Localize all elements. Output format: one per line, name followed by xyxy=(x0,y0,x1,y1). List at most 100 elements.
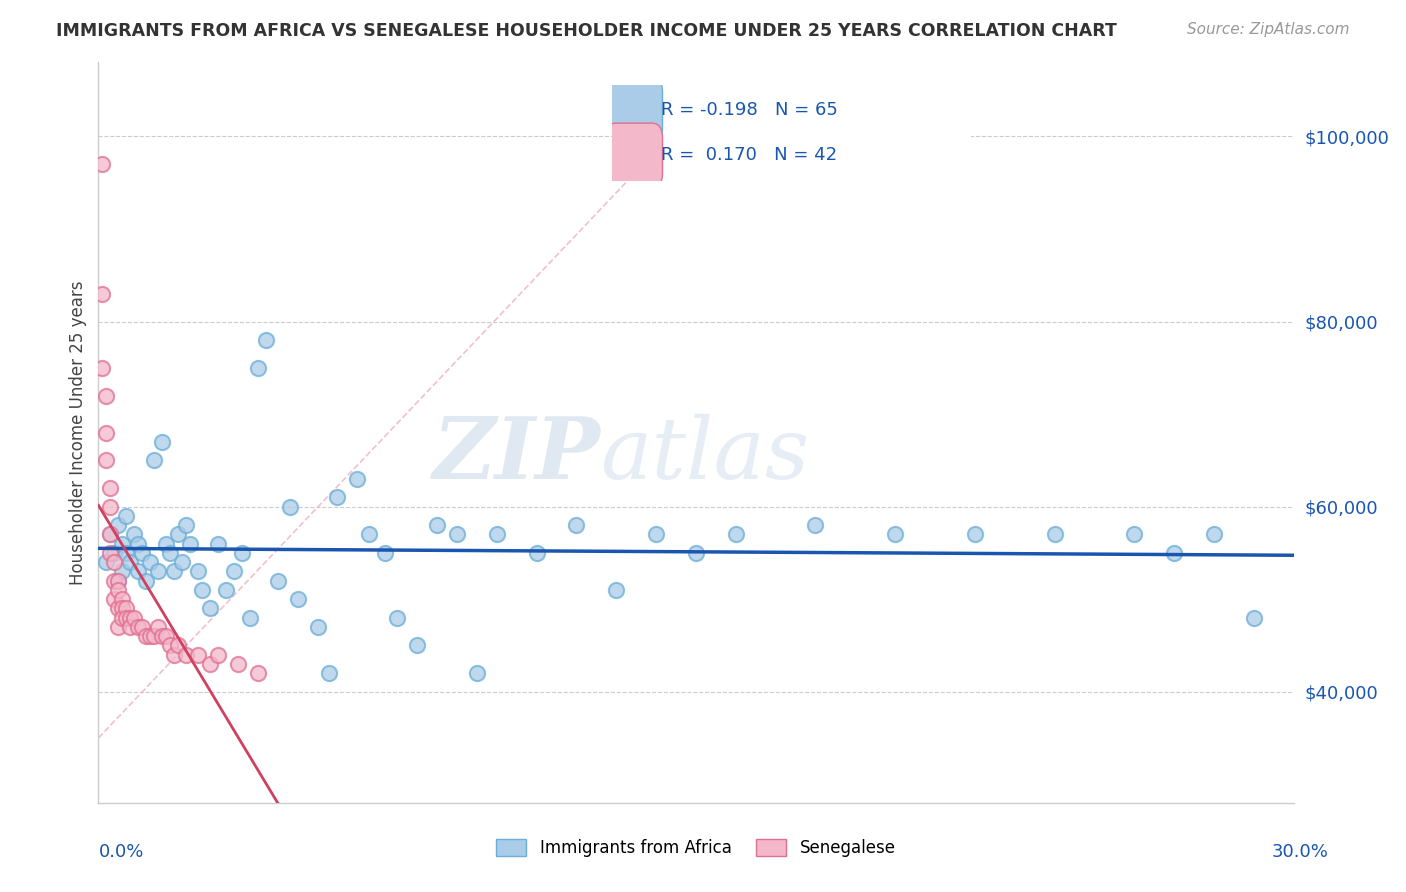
Point xyxy=(254,333,277,347)
Point xyxy=(155,629,177,643)
Point xyxy=(155,536,177,550)
Point xyxy=(120,555,142,569)
Point xyxy=(91,157,114,171)
Point xyxy=(172,555,194,569)
Point xyxy=(135,629,157,643)
Point xyxy=(159,639,181,653)
Point xyxy=(127,565,149,579)
Point xyxy=(222,565,245,579)
Point xyxy=(278,500,301,514)
Point xyxy=(107,620,129,634)
Y-axis label: Householder Income Under 25 years: Householder Income Under 25 years xyxy=(69,280,87,585)
Point xyxy=(246,666,269,681)
Point xyxy=(426,518,449,533)
Point xyxy=(174,518,197,533)
Point xyxy=(267,574,290,588)
Point xyxy=(159,546,181,560)
Point xyxy=(565,518,588,533)
Point xyxy=(359,527,381,541)
Point xyxy=(318,666,340,681)
Point xyxy=(150,434,173,449)
Point xyxy=(120,620,142,634)
Point xyxy=(1123,527,1146,541)
Point xyxy=(485,527,508,541)
Point xyxy=(103,546,125,560)
Point xyxy=(111,536,134,550)
Point xyxy=(231,546,253,560)
Point xyxy=(98,500,122,514)
Point xyxy=(963,527,986,541)
Point xyxy=(115,508,138,523)
Text: Source: ZipAtlas.com: Source: ZipAtlas.com xyxy=(1187,22,1350,37)
Point xyxy=(98,527,122,541)
Point xyxy=(346,472,368,486)
Point xyxy=(239,610,262,624)
Point xyxy=(1163,546,1185,560)
Point xyxy=(115,610,138,624)
Point xyxy=(127,620,149,634)
Point xyxy=(187,648,209,662)
Point xyxy=(174,648,197,662)
Point xyxy=(198,657,221,671)
Point xyxy=(385,610,409,624)
Point xyxy=(96,555,118,569)
Point xyxy=(605,582,627,597)
Point xyxy=(163,648,186,662)
Point xyxy=(1202,527,1225,541)
Point xyxy=(91,286,114,301)
Point xyxy=(406,639,429,653)
Text: atlas: atlas xyxy=(600,414,810,496)
Point xyxy=(103,574,125,588)
Text: 30.0%: 30.0% xyxy=(1272,843,1329,861)
Point xyxy=(884,527,907,541)
Point xyxy=(127,536,149,550)
Point xyxy=(111,610,134,624)
Point xyxy=(163,565,186,579)
Point xyxy=(124,610,146,624)
Point xyxy=(120,610,142,624)
Point xyxy=(91,360,114,375)
Point xyxy=(131,546,153,560)
Point xyxy=(143,453,166,467)
Point xyxy=(526,546,548,560)
Point xyxy=(179,536,201,550)
Point xyxy=(1043,527,1066,541)
Point xyxy=(804,518,827,533)
Point xyxy=(685,546,707,560)
Point xyxy=(107,518,129,533)
Text: ZIP: ZIP xyxy=(433,413,600,497)
Point xyxy=(139,629,162,643)
Point xyxy=(98,481,122,495)
Point xyxy=(215,582,238,597)
Point xyxy=(111,592,134,607)
Point xyxy=(226,657,249,671)
Point xyxy=(98,527,122,541)
Point xyxy=(1243,610,1265,624)
Point xyxy=(307,620,329,634)
Point xyxy=(96,453,118,467)
Point xyxy=(96,388,118,402)
Point xyxy=(98,546,122,560)
Text: 0.0%: 0.0% xyxy=(98,843,143,861)
Point xyxy=(111,565,134,579)
Point xyxy=(198,601,221,615)
Point xyxy=(107,601,129,615)
Point xyxy=(724,527,747,541)
Point xyxy=(143,629,166,643)
Point xyxy=(107,574,129,588)
Point xyxy=(191,582,214,597)
Point xyxy=(103,555,125,569)
Point xyxy=(96,425,118,440)
Point xyxy=(465,666,488,681)
Point xyxy=(135,574,157,588)
Point xyxy=(167,527,190,541)
Point xyxy=(326,491,349,505)
Point xyxy=(148,620,170,634)
Point xyxy=(115,601,138,615)
Point xyxy=(150,629,173,643)
Point xyxy=(124,527,146,541)
Point xyxy=(207,536,229,550)
Point xyxy=(115,546,138,560)
Point xyxy=(187,565,209,579)
Point xyxy=(287,592,309,607)
